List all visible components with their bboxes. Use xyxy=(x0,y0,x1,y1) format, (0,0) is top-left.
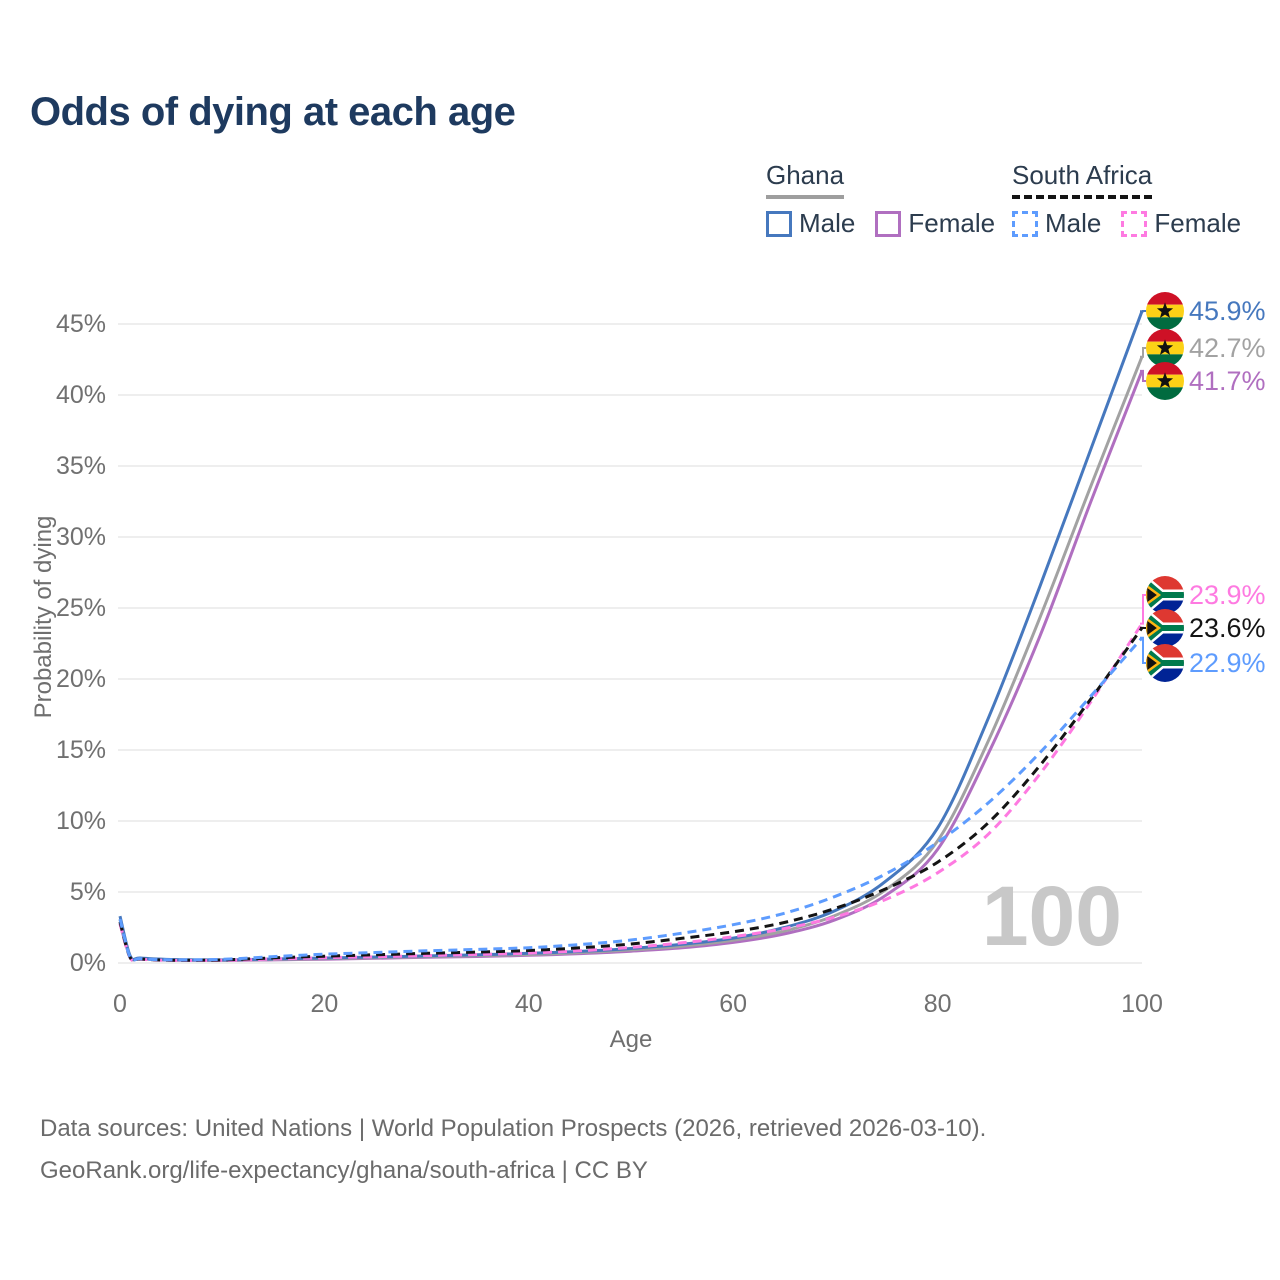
y-axis-title: Probability of dying xyxy=(30,515,57,719)
y-tick-label: 40% xyxy=(56,381,106,409)
south-africa-flag-icon xyxy=(1146,644,1184,682)
ghana-flag-icon xyxy=(1146,362,1184,400)
legend-row-south-africa: Male Female xyxy=(1012,208,1261,239)
end-label-ghana-both-sexes: 42.7% xyxy=(1189,333,1266,363)
legend-group-ghana: Ghana Male Female xyxy=(766,160,1015,239)
y-tick-label: 15% xyxy=(56,736,106,764)
end-label-ghana-male: 45.9% xyxy=(1189,296,1266,326)
end-label-south-africa-female: 23.9% xyxy=(1189,580,1266,610)
legend-item-ghana-female[interactable]: Female xyxy=(875,208,995,239)
legend-country-south-africa: South Africa xyxy=(1012,160,1153,199)
legend-item-south-africa-female[interactable]: Female xyxy=(1121,208,1241,239)
footer-link: GeoRank.org/life-expectancy/ghana/south-… xyxy=(40,1157,648,1184)
legend-country-ghana: Ghana xyxy=(766,160,845,199)
x-tick-label: 20 xyxy=(310,990,338,1018)
legend-item-south-africa-male[interactable]: Male xyxy=(1012,208,1101,239)
footer-sources: Data sources: United Nations | World Pop… xyxy=(40,1115,987,1142)
y-tick-label: 30% xyxy=(56,523,106,551)
ghana-flag-icon xyxy=(1146,292,1184,330)
x-tick-label: 40 xyxy=(515,990,543,1018)
y-tick-label: 35% xyxy=(56,452,106,480)
x-tick-label: 60 xyxy=(719,990,747,1018)
footer: Data sources: United Nations | World Pop… xyxy=(40,1108,986,1192)
y-tick-label: 5% xyxy=(70,878,106,906)
end-label-connector xyxy=(1140,594,1146,625)
y-tick-label: 25% xyxy=(56,594,106,622)
end-label-connector xyxy=(1140,369,1146,382)
legend-label-ghana-male: Male xyxy=(799,208,856,238)
end-label-south-africa-male: 22.9% xyxy=(1189,648,1266,678)
y-tick-label: 45% xyxy=(56,310,106,338)
end-label-connector xyxy=(1140,347,1146,358)
ghana-male-swatch-icon xyxy=(766,210,792,237)
legend-group-south-africa: South Africa Male Female xyxy=(1012,160,1261,239)
y-tick-label: 0% xyxy=(70,949,106,977)
legend-row-ghana: Male Female xyxy=(766,208,1015,239)
ghana-flag-icon xyxy=(1146,329,1184,367)
end-label-connector xyxy=(1140,636,1146,664)
y-tick-label: 20% xyxy=(56,665,106,693)
south-africa-female-swatch-icon xyxy=(1121,210,1148,237)
y-tick-label: 10% xyxy=(56,807,106,835)
end-label-south-africa-both-sexes: 23.6% xyxy=(1189,613,1266,643)
x-tick-label: 0 xyxy=(113,990,127,1018)
legend: Ghana Male Female South Africa Male xyxy=(0,160,1280,240)
south-africa-flag-icon xyxy=(1146,609,1184,647)
legend-label-south-africa-male: Male xyxy=(1045,208,1102,238)
series-line-south-africa-male xyxy=(118,636,1144,962)
legend-label-south-africa-female: Female xyxy=(1154,208,1242,238)
x-tick-label: 80 xyxy=(924,990,952,1018)
series-line-ghana-male xyxy=(118,310,1144,962)
south-africa-male-swatch-icon xyxy=(1012,210,1038,237)
age-watermark: 100 xyxy=(982,869,1122,963)
end-label-ghana-female: 41.7% xyxy=(1189,366,1266,396)
ghana-female-swatch-icon xyxy=(875,210,902,237)
legend-item-ghana-male[interactable]: Male xyxy=(766,208,855,239)
page-title: Odds of dying at each age xyxy=(30,90,516,134)
x-tick-label: 100 xyxy=(1121,990,1163,1018)
x-axis-title: Age xyxy=(609,1026,653,1053)
south-africa-flag-icon xyxy=(1146,576,1184,614)
legend-label-ghana-female: Female xyxy=(908,208,996,238)
